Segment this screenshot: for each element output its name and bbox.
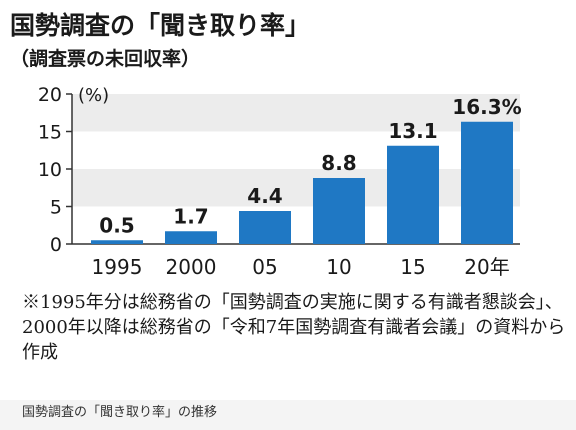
x-tick-label: 20年: [464, 255, 509, 279]
y-tick-label: 20: [38, 84, 62, 106]
bar-15: [387, 145, 439, 244]
data-label: 0.5: [99, 213, 134, 237]
x-tick-label: 10: [326, 255, 351, 279]
bar-05: [239, 211, 291, 244]
data-label: 1.7: [173, 204, 208, 228]
data-label: 16.3%: [452, 95, 521, 119]
y-tick-label: 15: [38, 122, 62, 144]
chart-panel: 国勢調査の「聞き取り率」 （調査票の未回収率） 0 5 10 15 20 (%) 0.5 19…: [0, 11, 576, 363]
bar-10: [313, 178, 365, 244]
data-label: 13.1: [388, 119, 437, 143]
x-tick-label: 2000: [166, 255, 217, 279]
figure-caption: 国勢調査の「聞き取り率」の推移: [22, 405, 218, 420]
y-unit-label: (%): [78, 85, 109, 106]
source-note: ※1995年分は総務省の「国勢調査の実施に関する有識者懇談会」、2000年以降は…: [22, 292, 566, 363]
bar-20年: [461, 121, 513, 244]
chart-title: 国勢調査の「聞き取り率」: [10, 11, 311, 40]
bar-1995: [91, 240, 143, 244]
bar-chart: 0 5 10 15 20 (%) 0.5 1995 1.7 2000 4.4 05 8.8 10 13.1 1…: [0, 78, 576, 288]
y-tick-label: 0: [50, 234, 62, 256]
x-tick-label: 1995: [92, 255, 143, 279]
grid-band: [72, 94, 520, 132]
y-tick-label: 5: [50, 197, 62, 219]
grid-band: [72, 169, 520, 207]
x-tick-label: 05: [252, 255, 277, 279]
bar-2000: [165, 231, 217, 244]
y-tick-label: 10: [38, 159, 62, 181]
x-tick-label: 15: [400, 255, 425, 279]
caption-band: [0, 400, 576, 430]
data-label: 8.8: [321, 151, 356, 175]
chart-subtitle: （調査票の未回収率）: [10, 48, 201, 70]
data-label: 4.4: [247, 184, 282, 208]
